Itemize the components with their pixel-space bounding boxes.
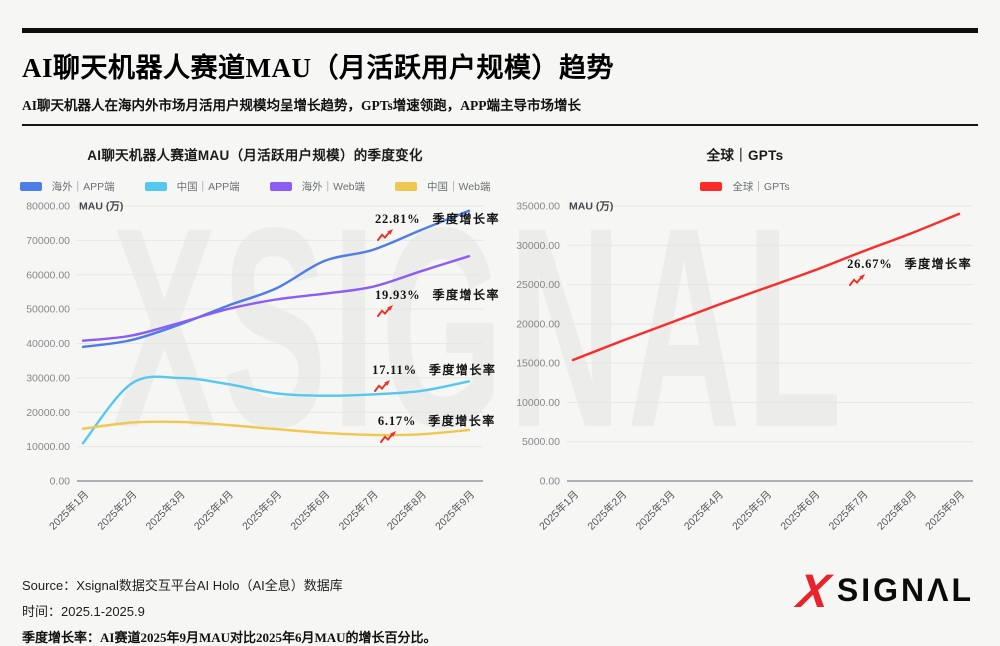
legend-item[interactable]: 中国｜APP端 <box>144 179 240 194</box>
trend-up-arrow-icon <box>849 273 866 286</box>
plot-area: 0.00 10000.00 20000.00 30000.00 40000.00 5000… <box>15 196 498 541</box>
y-axis-unit-label: MAU (万) <box>79 201 123 213</box>
growth-annotation: 26.67% 季度增长率 <box>847 255 972 286</box>
growth-annotation: 22.81% 季度增长率 <box>375 210 500 242</box>
growth-annotation: 19.93% 季度增长率 <box>375 286 500 317</box>
trend-up-arrow-icon <box>377 304 393 317</box>
trend-up-arrow-icon <box>379 431 396 444</box>
x-tick-label: 2025年4月 <box>191 488 236 533</box>
report-footer: Source：Xsignal数据交互平台AI Holo（AI全息）数据库 时间：… <box>22 568 437 646</box>
growth-annotation: 17.11% 季度增长率 <box>372 361 497 393</box>
y-tick-label: 0.00 <box>540 476 561 488</box>
trend-up-arrow-icon <box>377 229 393 242</box>
y-tick-label: 20000.00 <box>516 318 560 330</box>
growth-rate-value: 17.11% <box>372 363 417 378</box>
y-tick-label: 35000.00 <box>516 201 560 213</box>
xsignal-logo: X SIGNΛL <box>794 564 974 617</box>
chart-mau-quarterly: AI聊天机器人赛道MAU（月活跃用户规模）的季度变化海外｜APP端 中国｜APP端… <box>10 130 500 541</box>
header-divider <box>22 124 978 126</box>
x-tick-label: 2025年9月 <box>432 488 477 533</box>
legend-label: 中国｜APP端 <box>176 181 240 193</box>
growth-rate-value: 26.67% <box>847 256 893 271</box>
report-header: AI聊天机器人赛道MAU（月活跃用户规模）趋势 AI聊天机器人在海内外市场月活用… <box>0 28 1000 126</box>
x-tick-label: 2025年1月 <box>536 488 581 533</box>
legend-swatch <box>144 182 167 191</box>
y-tick-label: 25000.00 <box>516 279 560 291</box>
y-tick-label: 60000.00 <box>26 269 70 281</box>
x-tick-label: 2025年4月 <box>681 488 726 533</box>
legend-swatch <box>395 182 418 191</box>
chart-legend: 海外｜APP端 中国｜APP端 海外｜Web端 中国｜Web端 <box>5 179 506 194</box>
y-tick-label: 15000.00 <box>516 358 560 370</box>
growth-definition-line: 季度增长率：AI赛道2025年9月MAU对比2025年6月MAU的增长百分比。 <box>22 630 437 645</box>
y-tick-label: 0.00 <box>50 476 71 488</box>
y-tick-label: 20000.00 <box>26 407 70 419</box>
y-tick-label: 50000.00 <box>26 304 70 316</box>
legend-label: 海外｜APP端 <box>51 181 115 193</box>
trend-up-arrow-icon <box>374 380 391 393</box>
chart-title: 全球｜GPTs <box>706 148 784 163</box>
growth-annotation: 6.17% 季度增长率 <box>377 412 496 444</box>
growth-rate-label: 季度增长率 <box>432 287 500 302</box>
x-tick-label: 2025年3月 <box>633 488 678 533</box>
legend-item[interactable]: 海外｜APP端 <box>19 179 115 194</box>
chart-title: AI聊天机器人赛道MAU（月活跃用户规模）的季度变化 <box>87 148 423 163</box>
x-tick-label: 2025年8月 <box>384 488 429 533</box>
y-tick-label: 10000.00 <box>516 397 560 409</box>
legend-swatch <box>19 182 42 191</box>
series-line <box>571 212 961 362</box>
x-tick-label: 2025年7月 <box>336 488 381 533</box>
series-line <box>81 420 471 437</box>
y-tick-label: 30000.00 <box>26 372 70 384</box>
x-tick-label: 2025年6月 <box>288 488 333 533</box>
legend-item[interactable]: 中国｜Web端 <box>395 179 490 194</box>
y-tick-label: 70000.00 <box>26 235 70 247</box>
x-tick-label: 2025年2月 <box>95 488 140 533</box>
page-title: AI聊天机器人赛道MAU（月活跃用户规模）趋势 <box>22 53 614 83</box>
line-chart-svg: 0.00 5000.00 10000.00 15000.00 20000.00 25000… <box>516 201 973 533</box>
page-subtitle: AI聊天机器人在海内外市场月活用户规模均呈增长趋势，GPTs增速领跑，APP端主… <box>22 98 582 113</box>
legend-swatch <box>269 182 292 191</box>
chart-legend: 全球｜GPTs <box>685 179 804 194</box>
growth-rate-value: 22.81% <box>375 212 421 227</box>
series-line <box>81 375 471 445</box>
y-tick-label: 40000.00 <box>26 338 70 350</box>
plot-area: 0.00 5000.00 10000.00 15000.00 20000.00 25000… <box>505 196 985 541</box>
charts-row: AI聊天机器人赛道MAU（月活跃用户规模）的季度变化海外｜APP端 中国｜APP端… <box>0 130 1000 541</box>
x-tick-label: 2025年8月 <box>874 488 919 533</box>
x-tick-label: 2025年3月 <box>143 488 188 533</box>
top-rule <box>22 28 978 33</box>
x-tick-label: 2025年7月 <box>826 488 871 533</box>
line-chart-svg: 0.00 10000.00 20000.00 30000.00 40000.00 5000… <box>26 201 483 533</box>
source-line: Source：Xsignal数据交互平台AI Holo（AI全息）数据库 <box>22 578 343 593</box>
x-tick-label: 2025年9月 <box>922 488 967 533</box>
growth-rate-label: 季度增长率 <box>428 363 497 378</box>
legend-item[interactable]: 全球｜GPTs <box>700 179 790 194</box>
logo-wordmark: SIGNΛL <box>836 572 974 609</box>
legend-label: 全球｜GPTs <box>732 181 790 193</box>
x-tick-label: 2025年1月 <box>46 488 91 533</box>
y-tick-label: 10000.00 <box>26 441 70 453</box>
growth-rate-label: 季度增长率 <box>428 414 496 429</box>
legend-swatch <box>700 182 723 191</box>
legend-item[interactable]: 海外｜Web端 <box>269 179 366 194</box>
series-line <box>81 255 471 342</box>
x-tick-label: 2025年5月 <box>239 488 284 533</box>
y-tick-label: 80000.00 <box>26 201 70 213</box>
growth-rate-value: 19.93% <box>375 287 421 302</box>
series-line <box>81 209 471 349</box>
y-axis-unit-label: MAU (万) <box>569 201 613 213</box>
x-tick-label: 2025年6月 <box>778 488 823 533</box>
xsignal-watermark: XSIGNAL <box>112 169 848 487</box>
y-tick-label: 5000.00 <box>522 436 560 448</box>
growth-rate-value: 6.17% <box>377 414 417 429</box>
y-tick-label: 30000.00 <box>516 240 560 252</box>
growth-rate-label: 季度增长率 <box>904 256 973 271</box>
x-tick-label: 2025年5月 <box>729 488 774 533</box>
x-tick-label: 2025年2月 <box>585 488 630 533</box>
growth-rate-label: 季度增长率 <box>432 212 500 227</box>
legend-label: 海外｜Web端 <box>301 181 366 193</box>
legend-label: 中国｜Web端 <box>427 181 491 193</box>
chart-global-gpts: 全球｜GPTs 全球｜GPTs 0.00 5000.00 10000.00 15000.0… <box>500 130 990 541</box>
